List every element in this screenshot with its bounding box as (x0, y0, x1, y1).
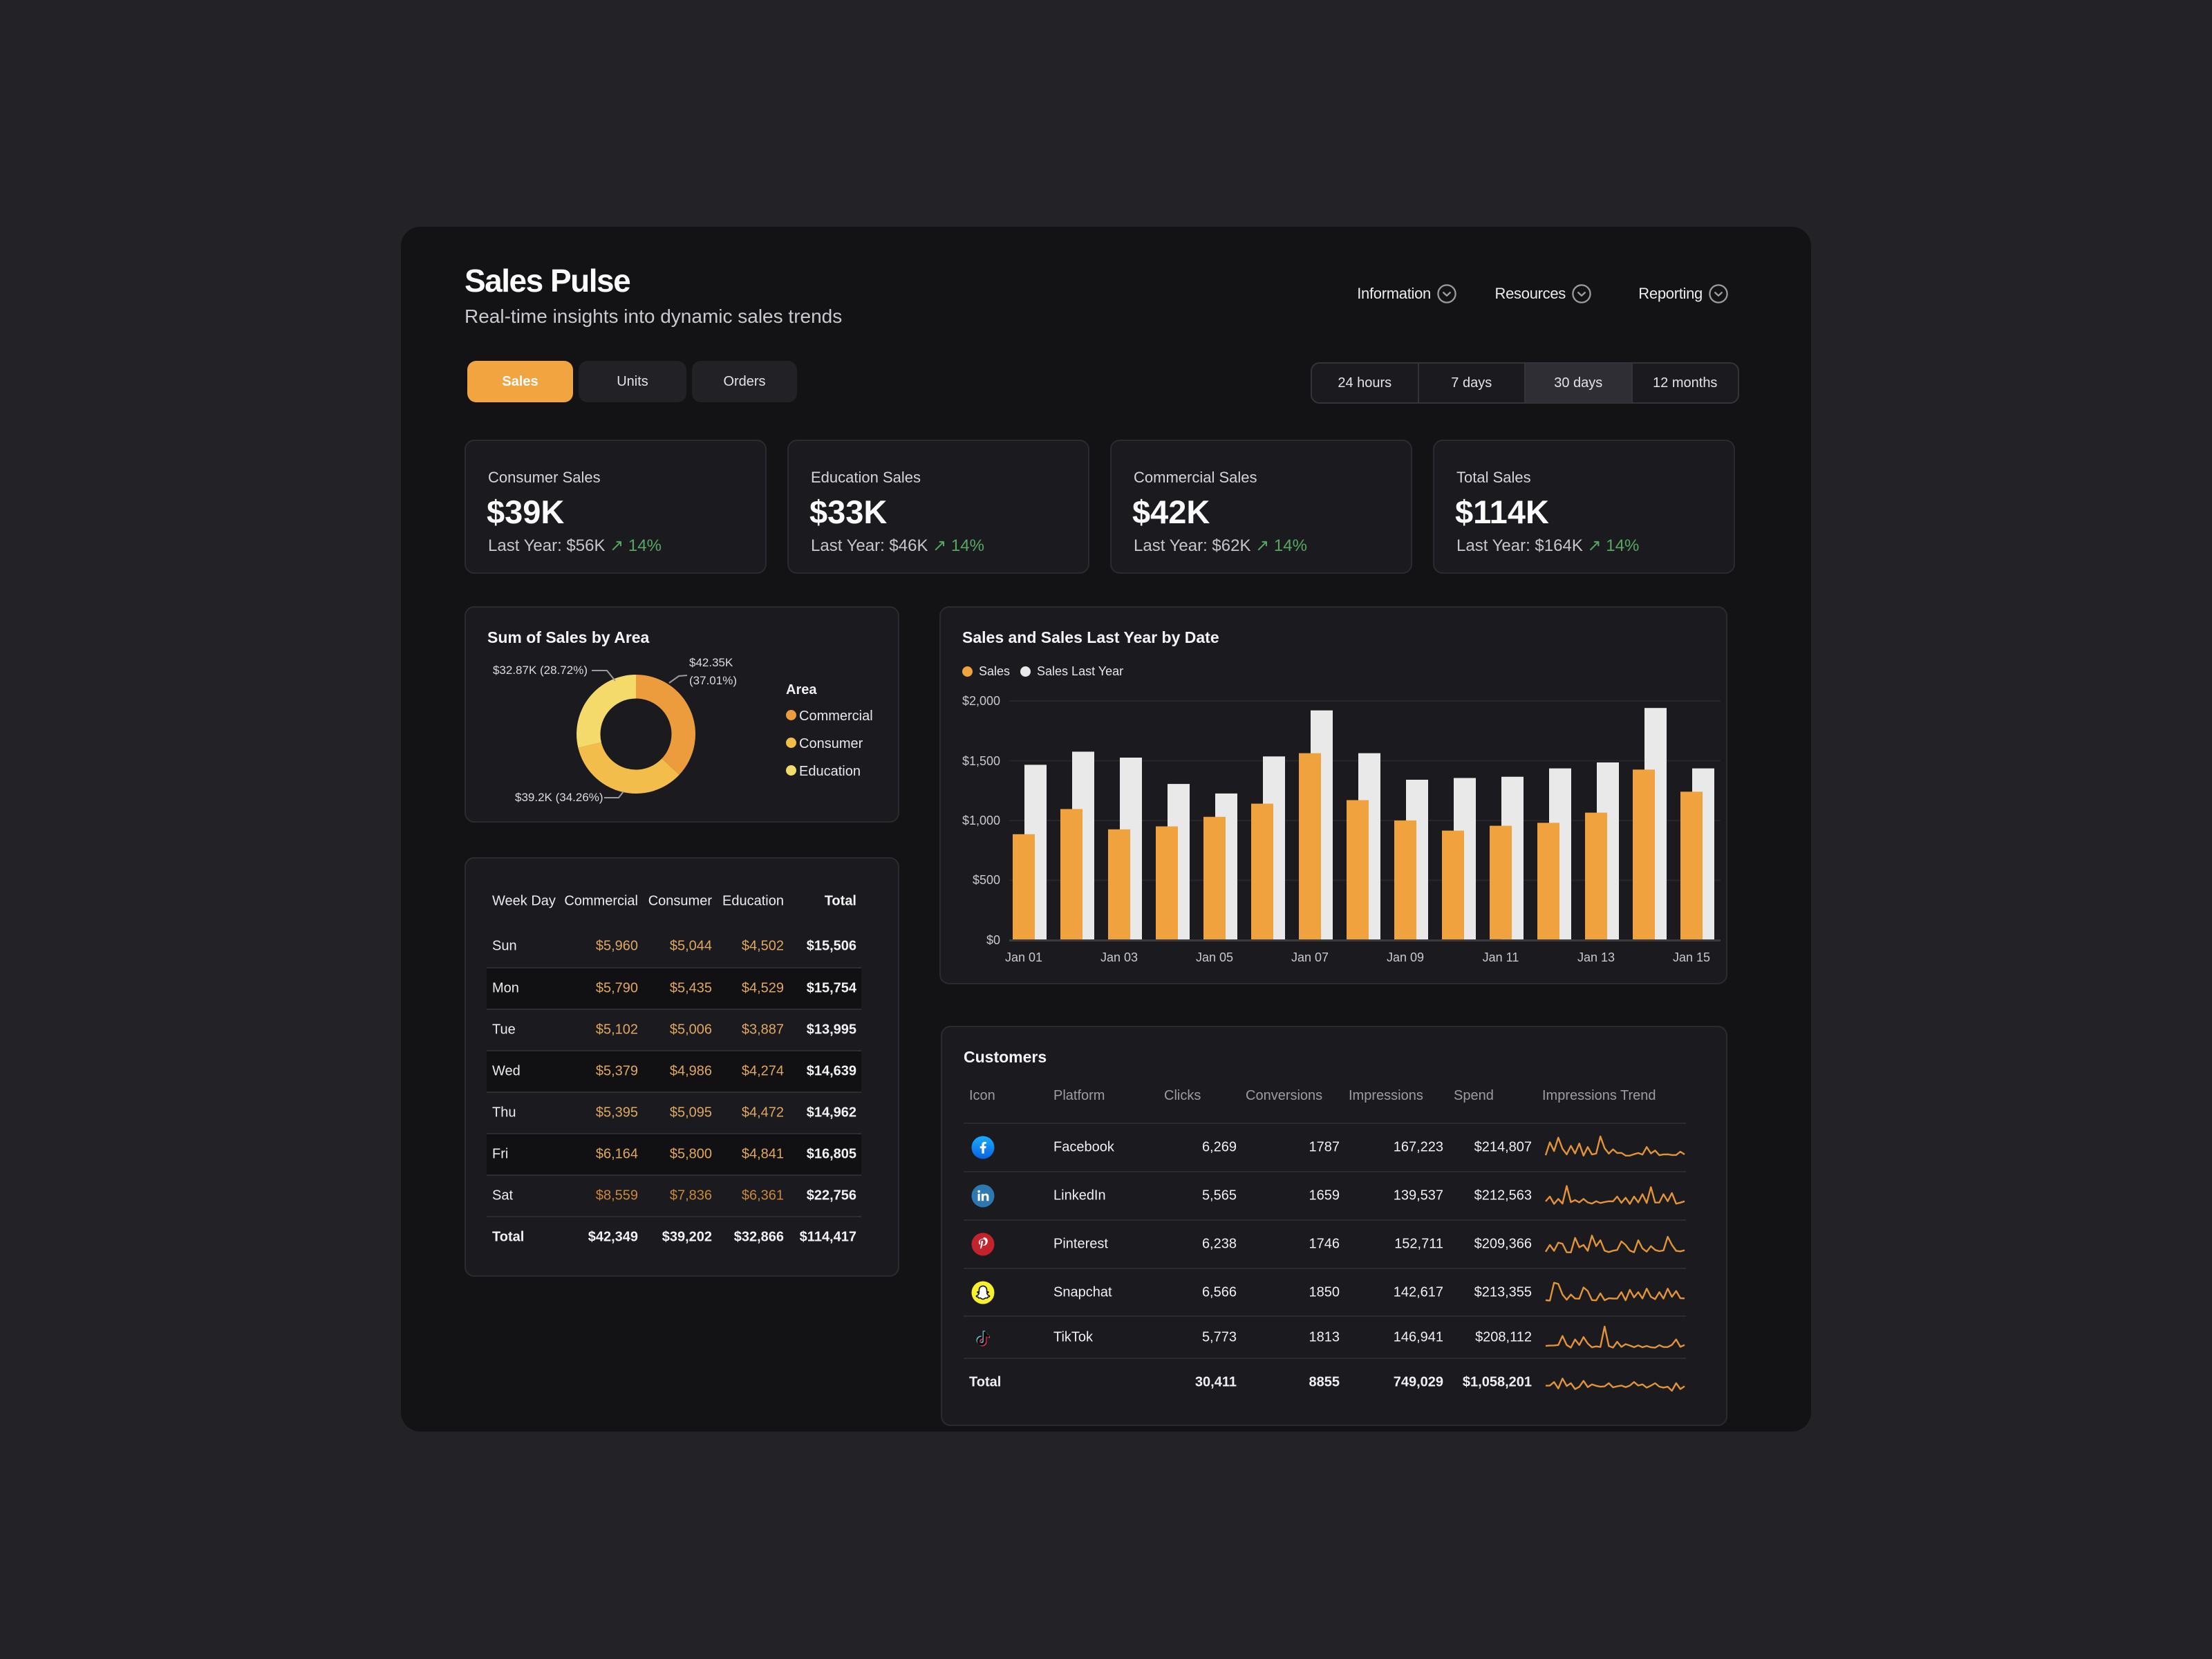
svg-text:Jan 03: Jan 03 (1100, 950, 1138, 964)
svg-text:Jan 13: Jan 13 (1577, 950, 1615, 964)
svg-text:Jan 07: Jan 07 (1291, 950, 1329, 964)
svg-text:Jan 05: Jan 05 (1196, 950, 1233, 964)
svg-text:Jan 01: Jan 01 (1005, 950, 1042, 964)
svg-text:Jan 15: Jan 15 (1673, 950, 1710, 964)
svg-text:$2,000: $2,000 (962, 694, 1000, 708)
svg-text:$1,500: $1,500 (962, 754, 1000, 768)
svg-text:Jan 09: Jan 09 (1387, 950, 1424, 964)
svg-text:$500: $500 (973, 873, 1000, 887)
svg-text:Jan 11: Jan 11 (1483, 950, 1519, 964)
svg-text:$0: $0 (986, 933, 1000, 947)
svg-text:$1,000: $1,000 (962, 814, 1000, 827)
